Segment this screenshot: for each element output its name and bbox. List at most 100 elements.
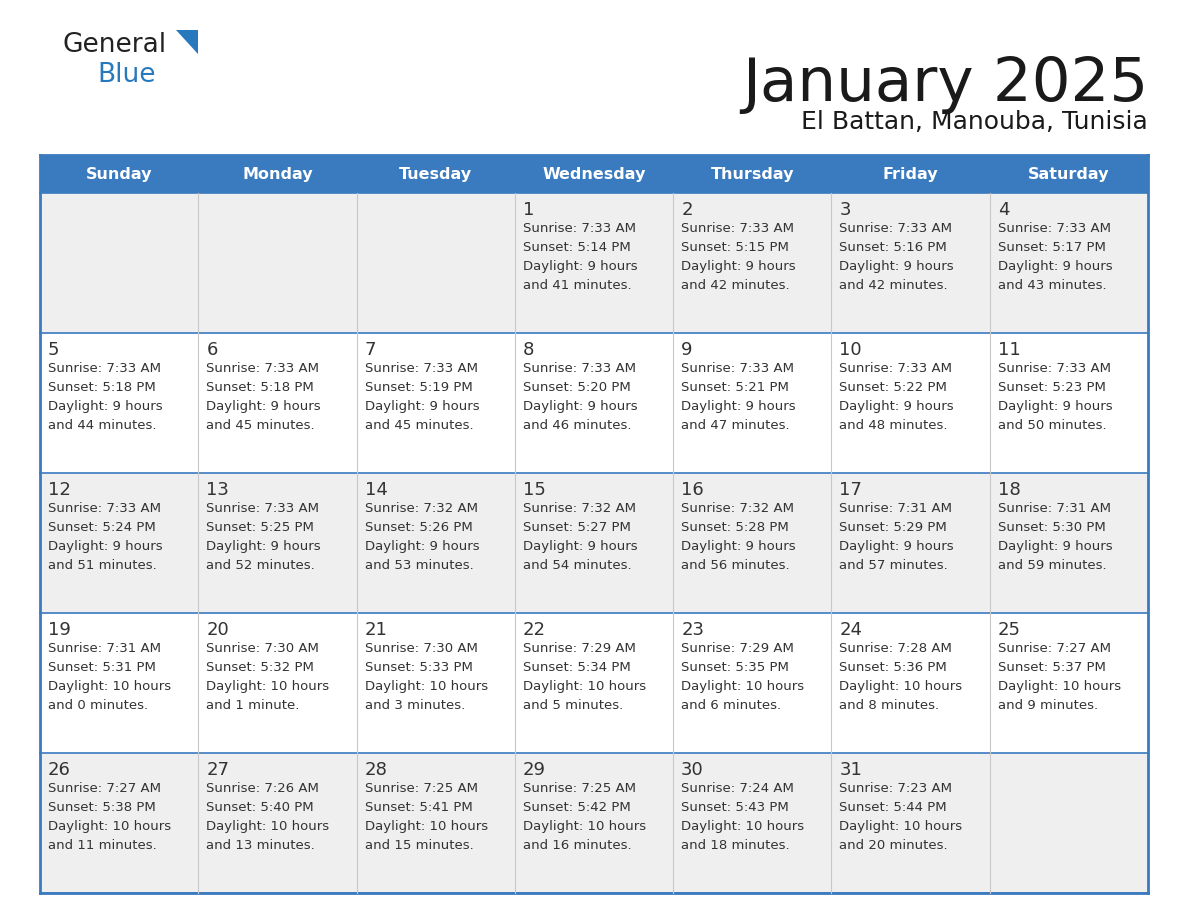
Text: Saturday: Saturday — [1028, 166, 1110, 182]
Text: Daylight: 10 hours: Daylight: 10 hours — [365, 820, 488, 833]
Text: Daylight: 10 hours: Daylight: 10 hours — [523, 820, 646, 833]
Text: Daylight: 9 hours: Daylight: 9 hours — [523, 260, 638, 273]
Text: and 44 minutes.: and 44 minutes. — [48, 419, 157, 432]
Text: and 50 minutes.: and 50 minutes. — [998, 419, 1106, 432]
Bar — [40, 613, 198, 753]
Text: Sunrise: 7:30 AM: Sunrise: 7:30 AM — [207, 642, 320, 655]
Text: Sunrise: 7:33 AM: Sunrise: 7:33 AM — [840, 362, 953, 375]
Text: and 56 minutes.: and 56 minutes. — [681, 559, 790, 572]
Text: Sunset: 5:37 PM: Sunset: 5:37 PM — [998, 661, 1106, 674]
Bar — [514, 155, 674, 193]
Text: Daylight: 9 hours: Daylight: 9 hours — [840, 400, 954, 413]
Text: Daylight: 9 hours: Daylight: 9 hours — [523, 540, 638, 553]
Polygon shape — [176, 30, 198, 54]
Text: 12: 12 — [48, 481, 71, 499]
Text: Sunset: 5:40 PM: Sunset: 5:40 PM — [207, 801, 314, 814]
Text: and 57 minutes.: and 57 minutes. — [840, 559, 948, 572]
Bar — [40, 473, 198, 613]
Text: Sunrise: 7:30 AM: Sunrise: 7:30 AM — [365, 642, 478, 655]
Text: Sunrise: 7:33 AM: Sunrise: 7:33 AM — [681, 222, 794, 235]
Text: Sunrise: 7:33 AM: Sunrise: 7:33 AM — [998, 362, 1111, 375]
Text: Sunrise: 7:31 AM: Sunrise: 7:31 AM — [840, 502, 953, 515]
Text: Sunset: 5:18 PM: Sunset: 5:18 PM — [48, 381, 156, 394]
Text: Daylight: 9 hours: Daylight: 9 hours — [48, 540, 163, 553]
Text: and 45 minutes.: and 45 minutes. — [365, 419, 473, 432]
Text: Sunrise: 7:33 AM: Sunrise: 7:33 AM — [681, 362, 794, 375]
Text: and 11 minutes.: and 11 minutes. — [48, 839, 157, 852]
Text: Blue: Blue — [97, 62, 156, 88]
Text: January 2025: January 2025 — [741, 55, 1148, 114]
Text: Sunrise: 7:33 AM: Sunrise: 7:33 AM — [365, 362, 478, 375]
Bar — [832, 155, 990, 193]
Text: Sunday: Sunday — [86, 166, 152, 182]
Text: General: General — [62, 32, 166, 58]
Bar — [198, 753, 356, 893]
Text: Daylight: 10 hours: Daylight: 10 hours — [840, 820, 962, 833]
Text: 27: 27 — [207, 761, 229, 779]
Text: Sunset: 5:31 PM: Sunset: 5:31 PM — [48, 661, 156, 674]
Text: and 42 minutes.: and 42 minutes. — [681, 279, 790, 292]
Text: Daylight: 10 hours: Daylight: 10 hours — [365, 680, 488, 693]
Text: and 6 minutes.: and 6 minutes. — [681, 699, 782, 712]
Text: and 18 minutes.: and 18 minutes. — [681, 839, 790, 852]
Text: Sunset: 5:32 PM: Sunset: 5:32 PM — [207, 661, 314, 674]
Text: Sunset: 5:24 PM: Sunset: 5:24 PM — [48, 521, 156, 534]
Text: and 20 minutes.: and 20 minutes. — [840, 839, 948, 852]
Bar — [832, 333, 990, 473]
Text: and 54 minutes.: and 54 minutes. — [523, 559, 632, 572]
Text: Sunrise: 7:27 AM: Sunrise: 7:27 AM — [48, 782, 162, 795]
Text: El Battan, Manouba, Tunisia: El Battan, Manouba, Tunisia — [801, 110, 1148, 134]
Bar — [674, 473, 832, 613]
Text: 18: 18 — [998, 481, 1020, 499]
Text: 2: 2 — [681, 201, 693, 219]
Text: Sunset: 5:20 PM: Sunset: 5:20 PM — [523, 381, 631, 394]
Text: Daylight: 10 hours: Daylight: 10 hours — [48, 820, 171, 833]
Bar — [198, 155, 356, 193]
Text: Wednesday: Wednesday — [542, 166, 646, 182]
Text: Sunset: 5:42 PM: Sunset: 5:42 PM — [523, 801, 631, 814]
Text: Sunrise: 7:31 AM: Sunrise: 7:31 AM — [998, 502, 1111, 515]
Text: 9: 9 — [681, 341, 693, 359]
Text: Sunset: 5:16 PM: Sunset: 5:16 PM — [840, 241, 947, 254]
Text: and 53 minutes.: and 53 minutes. — [365, 559, 473, 572]
Bar — [356, 193, 514, 333]
Text: Sunrise: 7:33 AM: Sunrise: 7:33 AM — [523, 362, 636, 375]
Text: Sunrise: 7:32 AM: Sunrise: 7:32 AM — [523, 502, 636, 515]
Text: Daylight: 10 hours: Daylight: 10 hours — [998, 680, 1120, 693]
Text: and 8 minutes.: and 8 minutes. — [840, 699, 940, 712]
Text: 25: 25 — [998, 621, 1020, 639]
Text: 15: 15 — [523, 481, 545, 499]
Bar — [990, 613, 1148, 753]
Bar — [40, 333, 198, 473]
Bar — [674, 155, 832, 193]
Bar — [514, 753, 674, 893]
Bar — [832, 473, 990, 613]
Text: 22: 22 — [523, 621, 545, 639]
Bar — [198, 613, 356, 753]
Text: Sunset: 5:36 PM: Sunset: 5:36 PM — [840, 661, 947, 674]
Bar — [990, 193, 1148, 333]
Text: and 9 minutes.: and 9 minutes. — [998, 699, 1098, 712]
Text: 14: 14 — [365, 481, 387, 499]
Text: and 42 minutes.: and 42 minutes. — [840, 279, 948, 292]
Text: Sunrise: 7:25 AM: Sunrise: 7:25 AM — [365, 782, 478, 795]
Bar — [674, 753, 832, 893]
Text: Daylight: 9 hours: Daylight: 9 hours — [48, 400, 163, 413]
Text: Sunset: 5:38 PM: Sunset: 5:38 PM — [48, 801, 156, 814]
Text: Daylight: 10 hours: Daylight: 10 hours — [681, 820, 804, 833]
Text: and 5 minutes.: and 5 minutes. — [523, 699, 624, 712]
Text: 26: 26 — [48, 761, 71, 779]
Bar — [198, 193, 356, 333]
Text: Daylight: 9 hours: Daylight: 9 hours — [523, 400, 638, 413]
Text: 4: 4 — [998, 201, 1010, 219]
Text: Daylight: 9 hours: Daylight: 9 hours — [207, 400, 321, 413]
Text: 30: 30 — [681, 761, 704, 779]
Text: 29: 29 — [523, 761, 545, 779]
Bar — [198, 333, 356, 473]
Text: Sunset: 5:29 PM: Sunset: 5:29 PM — [840, 521, 947, 534]
Text: Daylight: 10 hours: Daylight: 10 hours — [681, 680, 804, 693]
Text: 24: 24 — [840, 621, 862, 639]
Text: 28: 28 — [365, 761, 387, 779]
Text: Daylight: 9 hours: Daylight: 9 hours — [365, 540, 479, 553]
Text: and 0 minutes.: and 0 minutes. — [48, 699, 148, 712]
